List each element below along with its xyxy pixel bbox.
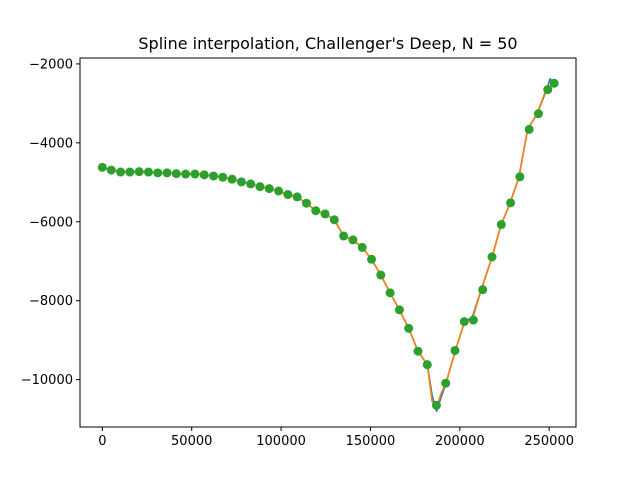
series-2-point — [468, 315, 478, 325]
x-tick-label: 100000 — [256, 434, 306, 449]
series-2-point — [301, 198, 311, 208]
series-2-point — [450, 345, 460, 355]
series-layer — [97, 78, 559, 413]
series-2-point — [487, 252, 497, 262]
series-2-point — [264, 184, 274, 194]
series-2-point — [246, 179, 256, 189]
series-2-point — [385, 288, 395, 298]
y-axis: −10000 −8000 −6000 −4000 −2000 — [21, 57, 80, 388]
series-2-point — [357, 242, 367, 252]
series-1-line — [102, 82, 555, 409]
series-2-point — [320, 209, 330, 219]
plot-area — [79, 57, 577, 428]
series-2-point — [339, 231, 349, 241]
series-2-point — [404, 323, 414, 333]
series-2-point — [459, 317, 469, 327]
y-tick-label: −10000 — [21, 373, 73, 388]
chart-title: Spline interpolation, Challenger's Deep,… — [138, 34, 517, 53]
x-tick-label: 0 — [98, 434, 106, 449]
series-2-point — [171, 169, 181, 179]
series-2-point — [549, 78, 559, 88]
x-tick-label: 250000 — [524, 434, 574, 449]
series-2-point — [311, 206, 321, 216]
x-tick-label: 150000 — [346, 434, 396, 449]
series-2-point — [394, 305, 404, 315]
x-tick-label: 200000 — [435, 434, 485, 449]
series-2-point — [134, 167, 144, 177]
series-2-point — [106, 165, 116, 175]
series-2-point — [162, 168, 172, 178]
series-2-point — [97, 162, 107, 172]
y-tick-label: −2000 — [29, 57, 73, 72]
series-2-point — [348, 235, 358, 245]
series-2-point — [515, 172, 525, 182]
series-2-point — [143, 167, 153, 177]
series-2-point — [181, 169, 191, 179]
series-2-point — [496, 220, 506, 230]
series-2-point — [329, 215, 339, 225]
series-2-point — [376, 270, 386, 280]
series-2-point — [292, 192, 302, 202]
series-2-point — [478, 285, 488, 295]
series-2-point — [367, 254, 377, 264]
series-2-point — [413, 346, 423, 356]
axes-frame — [79, 57, 577, 428]
series-2-point — [116, 167, 126, 177]
series-2-point — [506, 198, 516, 208]
series-2-point — [209, 171, 219, 181]
series-2-point — [441, 378, 451, 388]
series-2-point — [190, 169, 200, 179]
y-tick-label: −8000 — [29, 294, 73, 309]
x-tick-label: 50000 — [171, 434, 212, 449]
series-2-point — [227, 174, 237, 184]
y-tick-label: −6000 — [29, 215, 73, 230]
series-2-point — [218, 172, 228, 182]
series-2-point — [431, 400, 441, 410]
series-2-point — [274, 186, 284, 196]
series-2-point — [236, 177, 246, 187]
series-2-point — [524, 124, 534, 134]
series-2-point — [283, 190, 293, 200]
series-2-point — [422, 360, 432, 370]
y-tick-label: −4000 — [29, 136, 73, 151]
x-axis: 0 50000 100000 150000 200000 250000 — [98, 427, 574, 449]
series-2-point — [153, 168, 163, 178]
series-2-point — [543, 85, 553, 95]
series-2-point — [533, 109, 543, 119]
series-2-point — [199, 170, 209, 180]
series-0-line — [102, 78, 555, 413]
series-2-point — [125, 167, 135, 177]
series-2-point — [255, 182, 265, 192]
